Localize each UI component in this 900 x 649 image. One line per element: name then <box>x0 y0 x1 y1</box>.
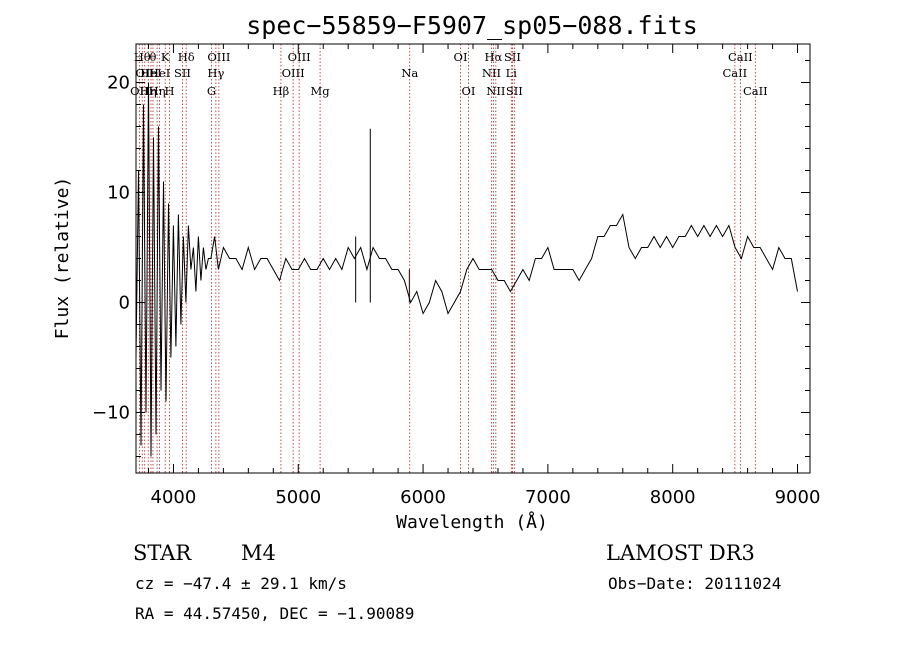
line-marker-label: CaII <box>722 66 747 80</box>
line-marker-label: SII <box>506 84 523 98</box>
coordinates-text: RA = 44.57450, DEC = −1.90089 <box>135 604 414 623</box>
line-marker-label: OII <box>130 84 149 98</box>
line-marker-label: Na <box>401 66 418 80</box>
line-marker-label: OII <box>135 66 154 80</box>
x-tick-label: 8000 <box>650 487 696 508</box>
line-marker-label: OI <box>454 50 468 64</box>
line-marker-label: G <box>207 84 216 98</box>
survey-name: LAMOST DR3 <box>606 541 755 565</box>
x-tick-label: 9000 <box>775 487 821 508</box>
line-marker-label: OIII <box>282 66 305 80</box>
line-marker-label: OI <box>462 84 476 98</box>
x-tick-label: 5000 <box>275 487 321 508</box>
y-tick-label: −10 <box>92 403 130 424</box>
line-marker-label: Hα <box>484 50 502 64</box>
line-marker-label: K <box>161 50 170 64</box>
redshift-text: cz = −47.4 ± 29.1 km/s <box>135 574 347 593</box>
y-tick-label: 0 <box>119 293 130 314</box>
obs-date-text: Obs−Date: 20111024 <box>608 574 781 593</box>
emission-spikes <box>355 128 410 303</box>
line-marker-label: Li <box>506 66 518 80</box>
line-marker-label: CaII <box>728 50 753 64</box>
line-marker-label: Hβ <box>273 84 290 98</box>
line-marker-label: OIII <box>207 50 230 64</box>
series-line-flux <box>135 82 798 457</box>
object-subclass: M4 <box>241 541 276 565</box>
line-marker-label: Mg <box>311 84 331 98</box>
y-tick-label: 20 <box>107 73 130 94</box>
y-axis-label: Flux (relative) <box>52 177 73 340</box>
x-tick-label: 6000 <box>400 487 446 508</box>
plot-area: OIIHθOIIHηHeIθHηHeIKHSIIHδGHγOIIIHβOIIIO… <box>92 43 820 508</box>
line-marker-label: CaII <box>743 84 768 98</box>
axis-ticks: 4000 5000 6000 7000 8000 9000 −10 0 10 20 <box>92 44 820 508</box>
y-tick-label: 10 <box>107 183 130 204</box>
line-marker-label: NII <box>486 84 505 98</box>
line-marker-label: HeI <box>149 66 170 80</box>
chart-title: spec−55859−F5907_sp05−088.fits <box>246 11 698 40</box>
line-marker-label: θ <box>150 50 157 64</box>
line-markers: OIIHθOIIHηHeIθHηHeIKHSIIHδGHγOIIIHβOIIIO… <box>130 44 768 473</box>
line-marker-label: NII <box>482 66 501 80</box>
line-marker-label: HeI <box>140 66 161 80</box>
line-marker-label: OIII <box>288 50 311 64</box>
x-tick-label: 7000 <box>525 487 571 508</box>
line-marker-label: H <box>165 84 175 98</box>
x-axis-label: Wavelength (Å) <box>396 511 548 533</box>
line-marker-label: SII <box>174 66 191 80</box>
line-marker-label: Hγ <box>207 66 224 80</box>
line-marker-label: Hδ <box>178 50 195 64</box>
object-class: STAR <box>133 541 192 565</box>
line-marker-label: Hη <box>149 84 166 98</box>
x-tick-label: 4000 <box>151 487 197 508</box>
line-marker-label: SII <box>504 50 521 64</box>
